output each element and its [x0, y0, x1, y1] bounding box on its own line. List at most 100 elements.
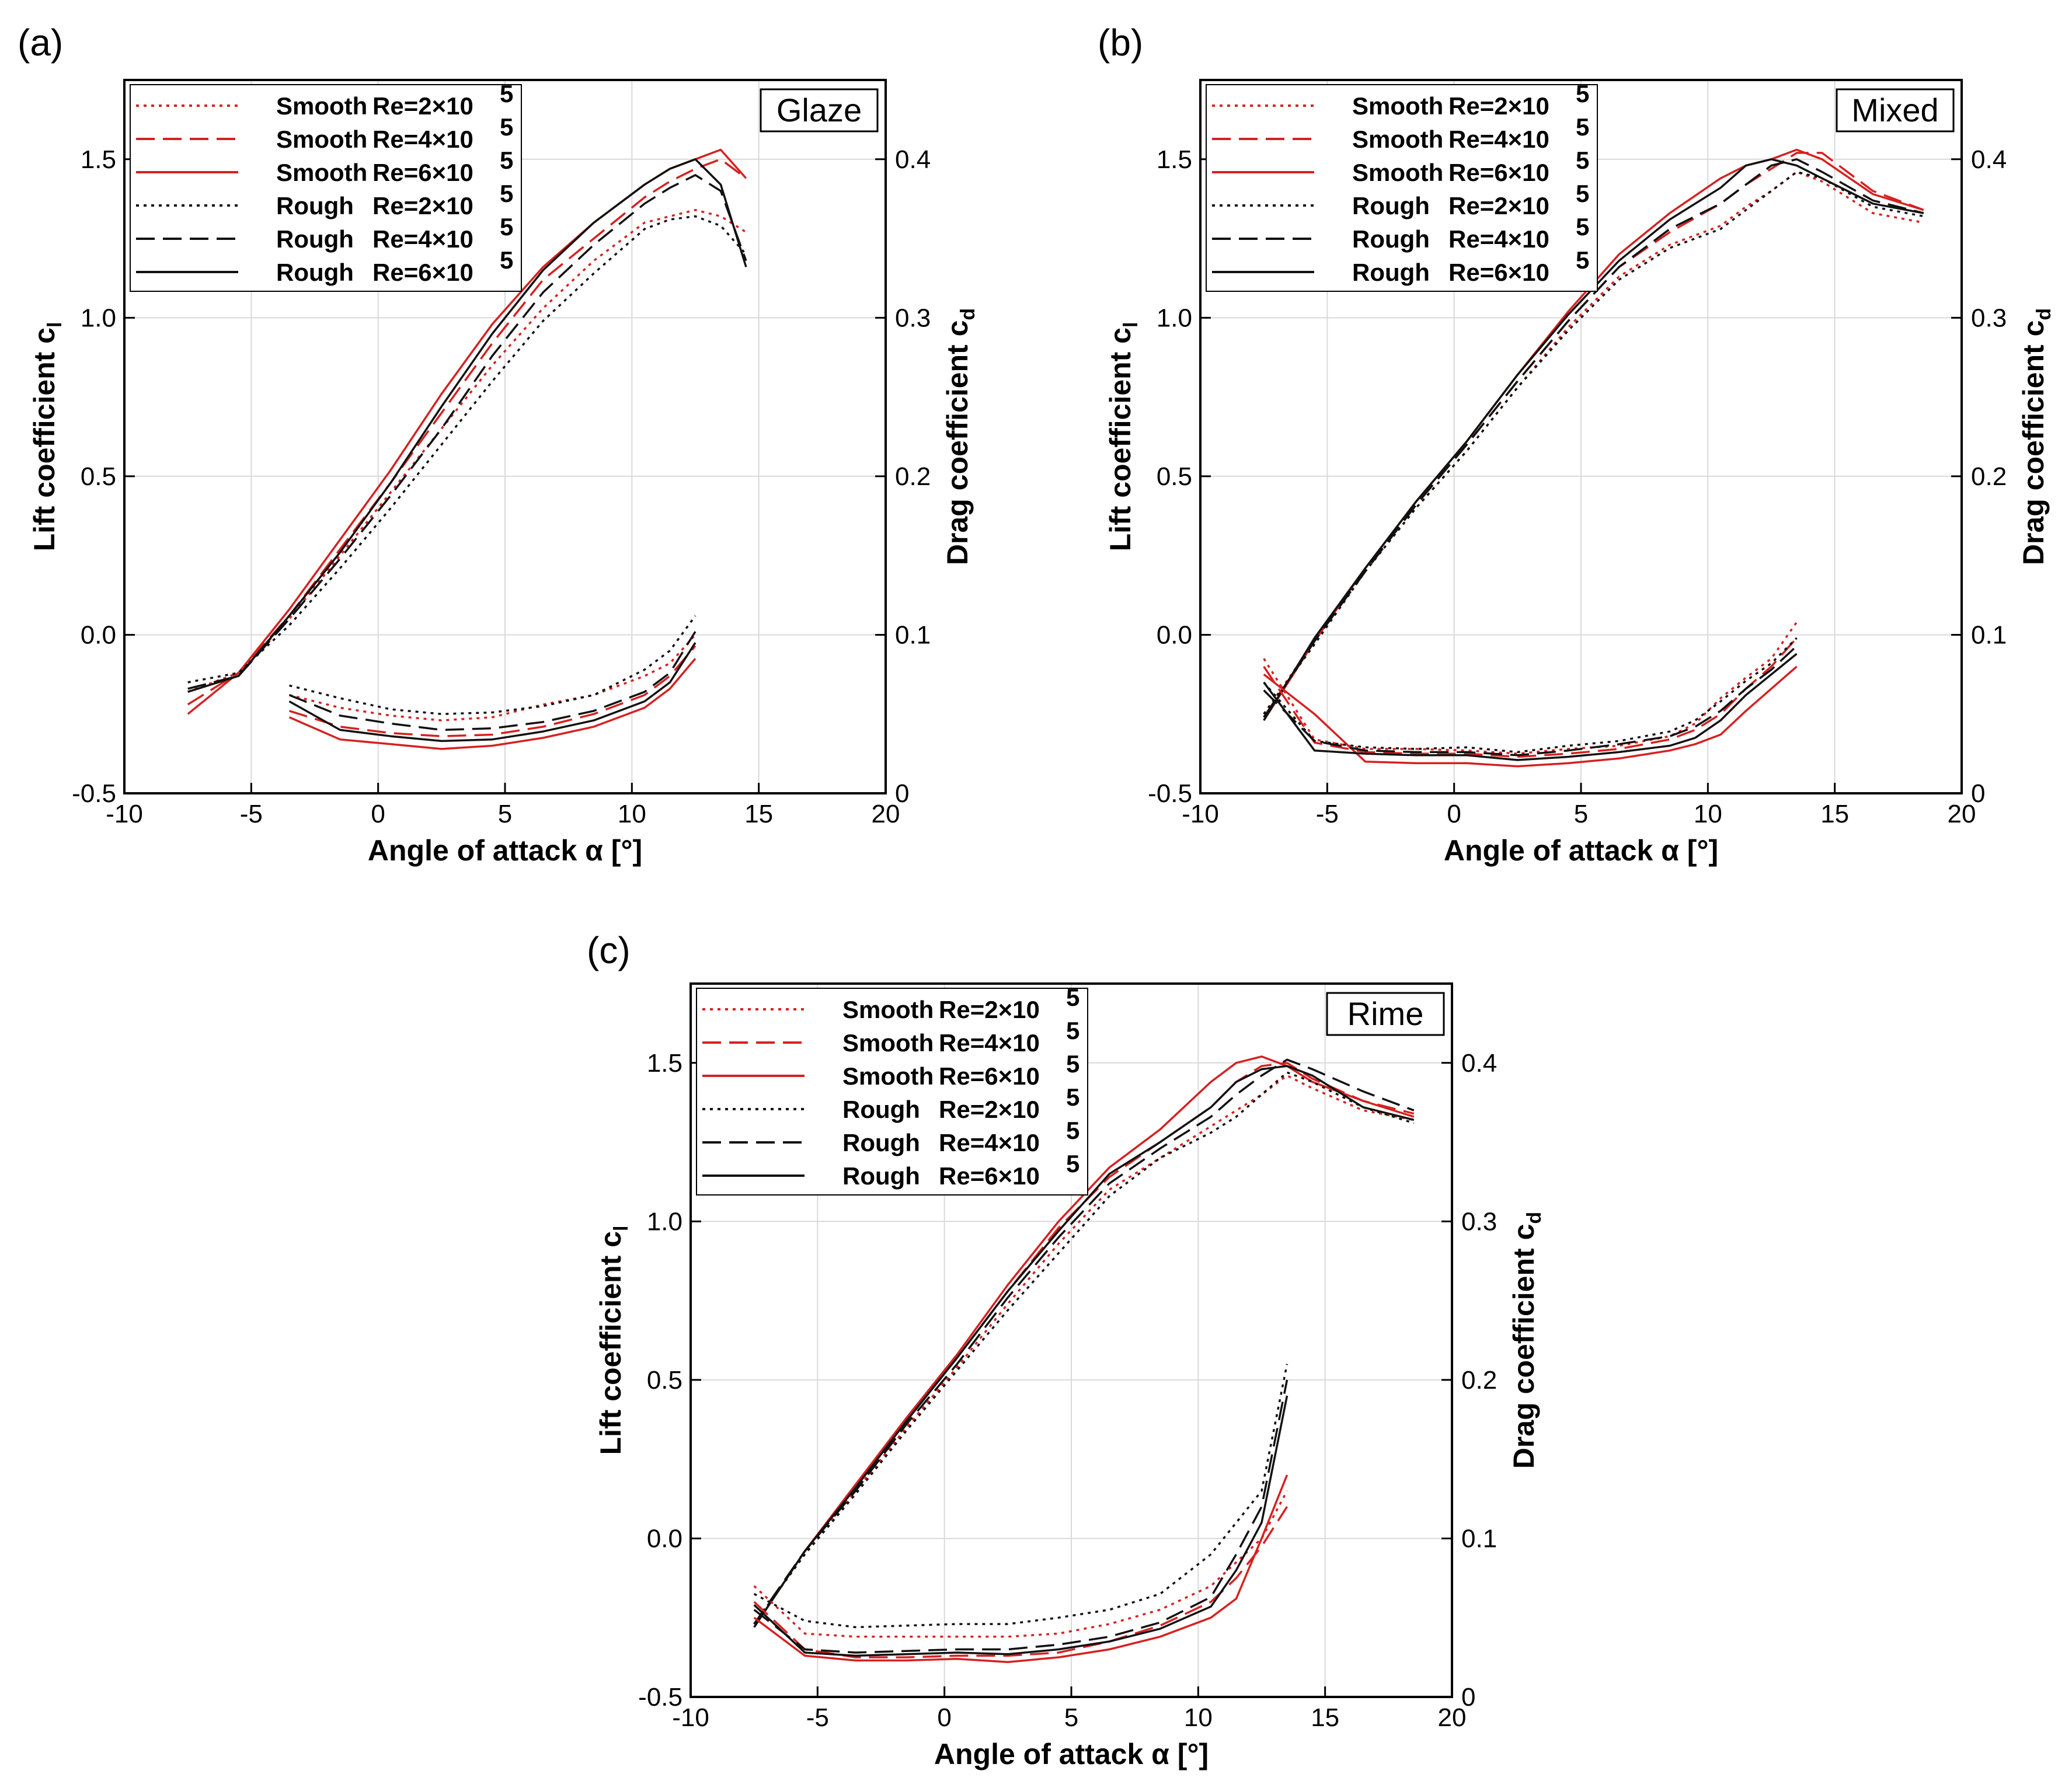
y2-tick-label: 0.2: [1971, 462, 2007, 491]
legend-re-label: Re=6×10: [1448, 159, 1549, 186]
series-line-lift-6: [187, 158, 747, 693]
x-tick-label: 10: [1184, 1703, 1213, 1732]
legend-re-exponent: 5: [500, 80, 513, 107]
legend-group-label: Smooth: [842, 1062, 934, 1090]
condition-tag-box: [1836, 88, 1955, 133]
x-tick-label: -5: [240, 800, 263, 828]
legend-re-label: Re=4×10: [372, 225, 473, 253]
y-axis-label: Lift coefficient cl: [1104, 322, 1142, 552]
y-tick-label: 1.5: [647, 1049, 682, 1078]
legend-box: [1206, 84, 1598, 292]
series-line-lift-3: [753, 1055, 1415, 1628]
legend-re-exponent: 5: [1066, 1017, 1079, 1044]
legend-re-exponent: 5: [1066, 1150, 1079, 1177]
y-tick-label: 0.0: [647, 1524, 682, 1553]
y2-axis-label: Drag coefficient cd: [2017, 308, 2055, 565]
series-line-drag-4: [1263, 637, 1798, 754]
legend-re-label: Re=6×10: [1448, 259, 1549, 286]
condition-tag-box: [760, 88, 879, 133]
legend-group-label: Smooth: [1352, 92, 1443, 120]
y-axis-label-sub: l: [610, 1226, 632, 1231]
y2-tick-label: 0.3: [1461, 1207, 1497, 1236]
y2-axis-label: Drag coefficient cd: [1507, 1212, 1545, 1469]
y2-tick-label: 0: [1461, 1683, 1475, 1712]
panel-label: (b): [1098, 22, 1143, 64]
series-line-drag-5: [753, 1379, 1289, 1654]
legend-re-exponent: 5: [1576, 80, 1589, 107]
legend-re-label: Re=2×10: [372, 192, 473, 219]
legend-re-exponent: 5: [1576, 147, 1589, 174]
y2-tick-label: 0.3: [1971, 304, 2007, 332]
y2-axis-label: Drag coefficient cd: [941, 308, 979, 565]
x-tick-label: 15: [744, 800, 773, 828]
legend-group-label: Smooth: [842, 996, 934, 1023]
y2-axis-label-main: Drag coefficient c: [941, 320, 974, 566]
x-axis-label: Angle of attack α [°]: [1444, 834, 1718, 867]
series-line-drag-5: [1263, 645, 1798, 757]
series-line-drag-2: [1263, 637, 1798, 758]
y2-tick-label: 0.4: [895, 145, 931, 174]
legend-re-label: Re=2×10: [1448, 192, 1549, 219]
legend-group-label: Rough: [1352, 225, 1430, 253]
legend-re-label: Re=4×10: [1448, 126, 1549, 153]
legend-re-exponent: 5: [500, 180, 513, 207]
y-tick-label: 0.5: [647, 1366, 682, 1395]
legend-re-exponent: 5: [1576, 213, 1589, 241]
legend-group-label: Rough: [276, 192, 354, 219]
series-line-lift-5: [1263, 158, 1924, 718]
series-line-drag-1: [289, 634, 697, 722]
x-axis-label: Angle of attack α [°]: [368, 834, 642, 867]
y-axis-label-sub: l: [44, 322, 66, 327]
series-line-drag-3: [1263, 665, 1798, 768]
y-tick-label: -0.5: [72, 779, 116, 808]
legend-re-exponent: 5: [1576, 246, 1589, 274]
legend-re-label: Re=2×10: [372, 92, 473, 120]
legend-re-label: Re=6×10: [372, 159, 473, 186]
legend-re-exponent: 5: [1066, 1083, 1079, 1111]
legend-re-exponent: 5: [1576, 180, 1589, 207]
legend-re-label: Re=2×10: [939, 996, 1040, 1023]
y2-tick-label: 0: [895, 779, 909, 808]
y-tick-label: 0.0: [81, 621, 116, 649]
y2-tick-label: 0.4: [1461, 1049, 1497, 1078]
y2-axis-label-sub: d: [957, 308, 979, 320]
legend-group-label: Rough: [842, 1162, 920, 1190]
chart-panel-2: (b) -10 -5 0 5 10 15 20 -0.5 0.0 0.5 1.0 1.5 0 0.1 0.2 0…: [1098, 22, 2055, 867]
legend-re-label: Re=2×10: [939, 1096, 1040, 1123]
series-line-lift-6: [1263, 158, 1924, 722]
series-line-drag-3: [288, 658, 697, 750]
x-tick-label: -5: [806, 1703, 829, 1732]
legend-re-exponent: 5: [500, 113, 513, 141]
legend-box: [696, 988, 1088, 1196]
x-axis-label: Angle of attack α [°]: [934, 1738, 1209, 1770]
legend-group-label: Rough: [1352, 192, 1430, 219]
series-line-lift-5: [753, 1058, 1415, 1625]
y2-tick-label: 0.1: [1461, 1524, 1497, 1553]
y2-tick-label: 0.4: [1971, 145, 2007, 174]
legend-re-exponent: 5: [500, 147, 513, 174]
x-tick-label: 20: [872, 800, 900, 828]
chart-panel-1: (a) -10 -5 0 5 10 15 20 -0.5 0.0 0.5 1.0 1.5 0 0.1 0.2 0…: [18, 22, 979, 867]
plot-frame: [1199, 79, 1963, 794]
series-line-lift-6: [753, 1065, 1415, 1628]
y-axis-label-main: Lift coefficient c: [594, 1231, 627, 1455]
legend-group-label: Rough: [276, 225, 354, 253]
legend-re-label: Re=6×10: [372, 259, 473, 286]
x-tick-label: 20: [1438, 1703, 1467, 1732]
y-tick-label: 0.0: [1157, 621, 1192, 649]
legend-re-exponent: 5: [500, 213, 513, 241]
y2-axis-label-main: Drag coefficient c: [1507, 1224, 1540, 1469]
y-axis-label: Lift coefficient cl: [594, 1226, 632, 1455]
legend-group-label: Smooth: [1352, 159, 1443, 186]
legend-re-label: Re=4×10: [939, 1029, 1040, 1057]
panel-label: (a): [18, 22, 63, 64]
x-tick-label: -10: [672, 1703, 709, 1732]
y-tick-label: 1.0: [81, 304, 116, 332]
series-line-drag-3: [753, 1475, 1289, 1664]
series-line-drag-1: [753, 1490, 1289, 1638]
legend-group-label: Smooth: [276, 92, 367, 120]
series-line-drag-4: [289, 615, 697, 715]
legend-group-label: Rough: [1352, 259, 1430, 286]
legend-re-exponent: 5: [500, 246, 513, 274]
legend-re-label: Re=4×10: [1448, 225, 1549, 253]
